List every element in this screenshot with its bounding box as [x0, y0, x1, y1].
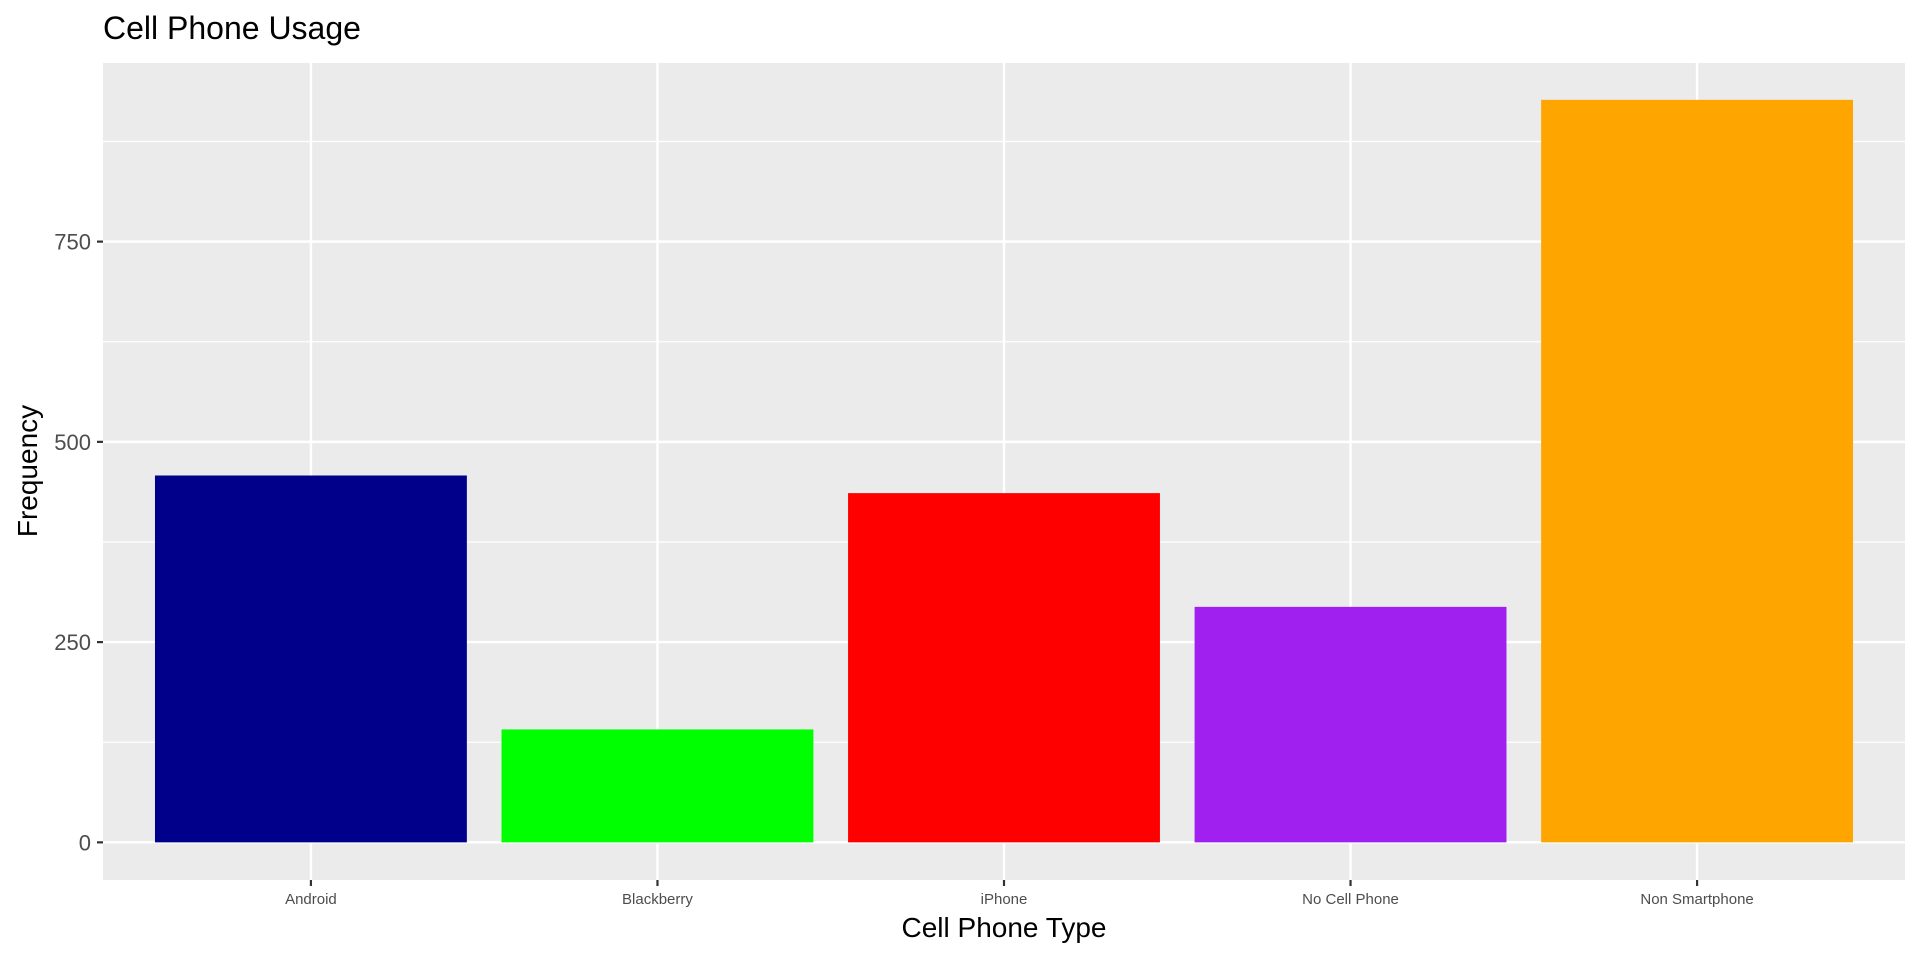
- x-tick-label: Android: [285, 891, 337, 908]
- chart-title: Cell Phone Usage: [103, 10, 361, 46]
- y-axis-title: Frequency: [12, 405, 43, 537]
- bar-non-smartphone: [1541, 99, 1854, 843]
- y-tick-label: 500: [54, 430, 91, 455]
- bar-no-cell-phone: [1194, 606, 1507, 843]
- x-axis: Android Blackberry iPhone No Cell Phone Non …: [285, 880, 1754, 908]
- x-tick-label: Non Smartphone: [1640, 891, 1753, 908]
- y-tick-label: 750: [54, 230, 91, 255]
- y-axis: 0 250 500 750: [54, 230, 103, 855]
- bar-android: [154, 475, 467, 843]
- bars: [154, 99, 1854, 843]
- bar-iphone: [848, 493, 1160, 843]
- bar-blackberry: [501, 729, 814, 843]
- y-tick-label: 0: [79, 830, 91, 855]
- y-tick-label: 250: [54, 630, 91, 655]
- x-tick-label: iPhone: [981, 891, 1028, 908]
- x-tick-label: Blackberry: [622, 891, 693, 908]
- x-axis-title: Cell Phone Type: [902, 912, 1107, 943]
- x-tick-label: No Cell Phone: [1302, 891, 1399, 908]
